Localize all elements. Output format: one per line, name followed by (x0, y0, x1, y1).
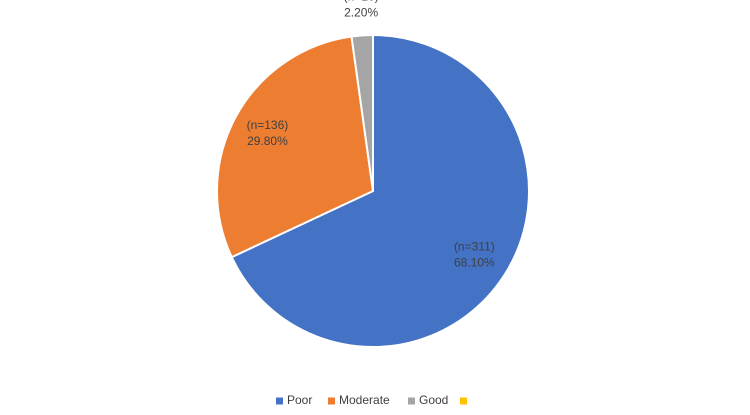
legend-marker (276, 397, 283, 405)
data-label: 68.10% (454, 256, 495, 270)
pie-slice (230, 33, 530, 348)
data-count-label: (n=10) (344, 0, 379, 4)
data-label: 29.80% (247, 134, 288, 148)
data-label: 2.20% (344, 6, 378, 20)
data-count-label: (n=136) (247, 118, 289, 132)
data-count-label: (n=311) (454, 240, 495, 254)
legend-label: Moderate (339, 393, 390, 407)
legend-label: Poor (287, 393, 312, 407)
pie-slice (216, 35, 375, 259)
legend-marker (460, 397, 467, 405)
legend-marker (408, 397, 415, 405)
legend-label: Good (419, 393, 448, 407)
legend-marker (328, 397, 335, 405)
